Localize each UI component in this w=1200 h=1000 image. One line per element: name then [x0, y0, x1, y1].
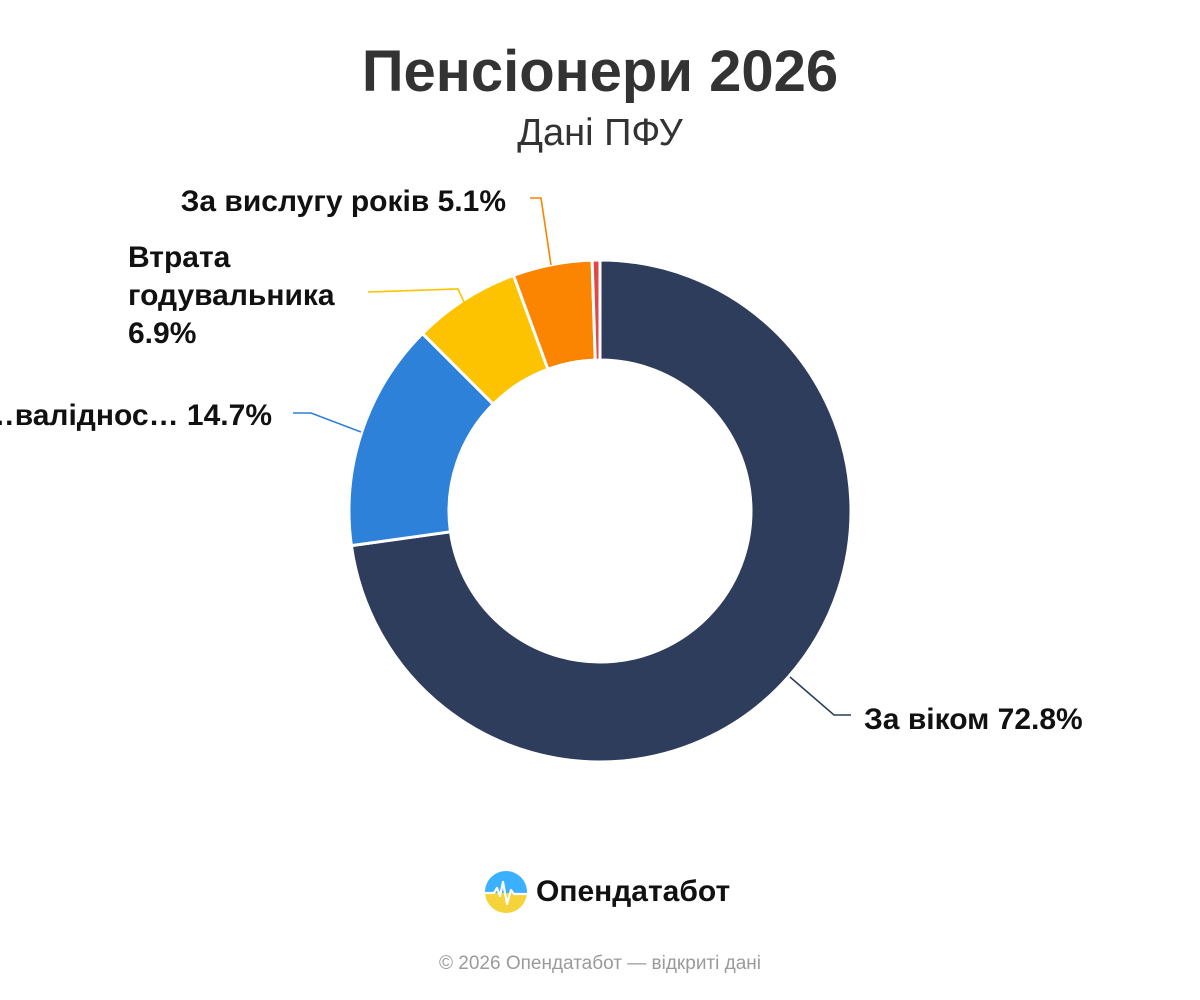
slice-label-2: Втрата годувальника 6.9% — [128, 241, 335, 350]
leader-line-1 — [293, 412, 362, 433]
brand[interactable]: Опендатабот — [484, 870, 730, 914]
donut-slices — [347, 258, 853, 764]
slice-label-1: …валіднос… 14.7% — [0, 399, 272, 432]
leader-line-2 — [367, 288, 465, 303]
slice-label-3: За вислугу років 5.1% — [181, 185, 506, 218]
copyright-footer: © 2026 Опендатабот — відкриті дані — [439, 953, 761, 974]
chart-subtitle: Дані ПФУ — [517, 112, 683, 154]
label-leader-lines — [293, 197, 851, 716]
slice-label-0: За віком 72.8% — [864, 703, 1083, 736]
opendatabot-logo-icon — [485, 871, 527, 913]
leader-line-0 — [789, 676, 851, 716]
brand-name: Опендатабот — [536, 875, 731, 908]
donut-slice-4[interactable] — [590, 258, 602, 362]
chart-title: Пенсіонери 2026 — [361, 39, 839, 104]
leader-line-3 — [530, 197, 552, 266]
donut-slice-0[interactable] — [349, 258, 853, 764]
slice-labels: За віком 72.8% …валіднос… 14.7% Втрата году… — [0, 185, 1083, 736]
